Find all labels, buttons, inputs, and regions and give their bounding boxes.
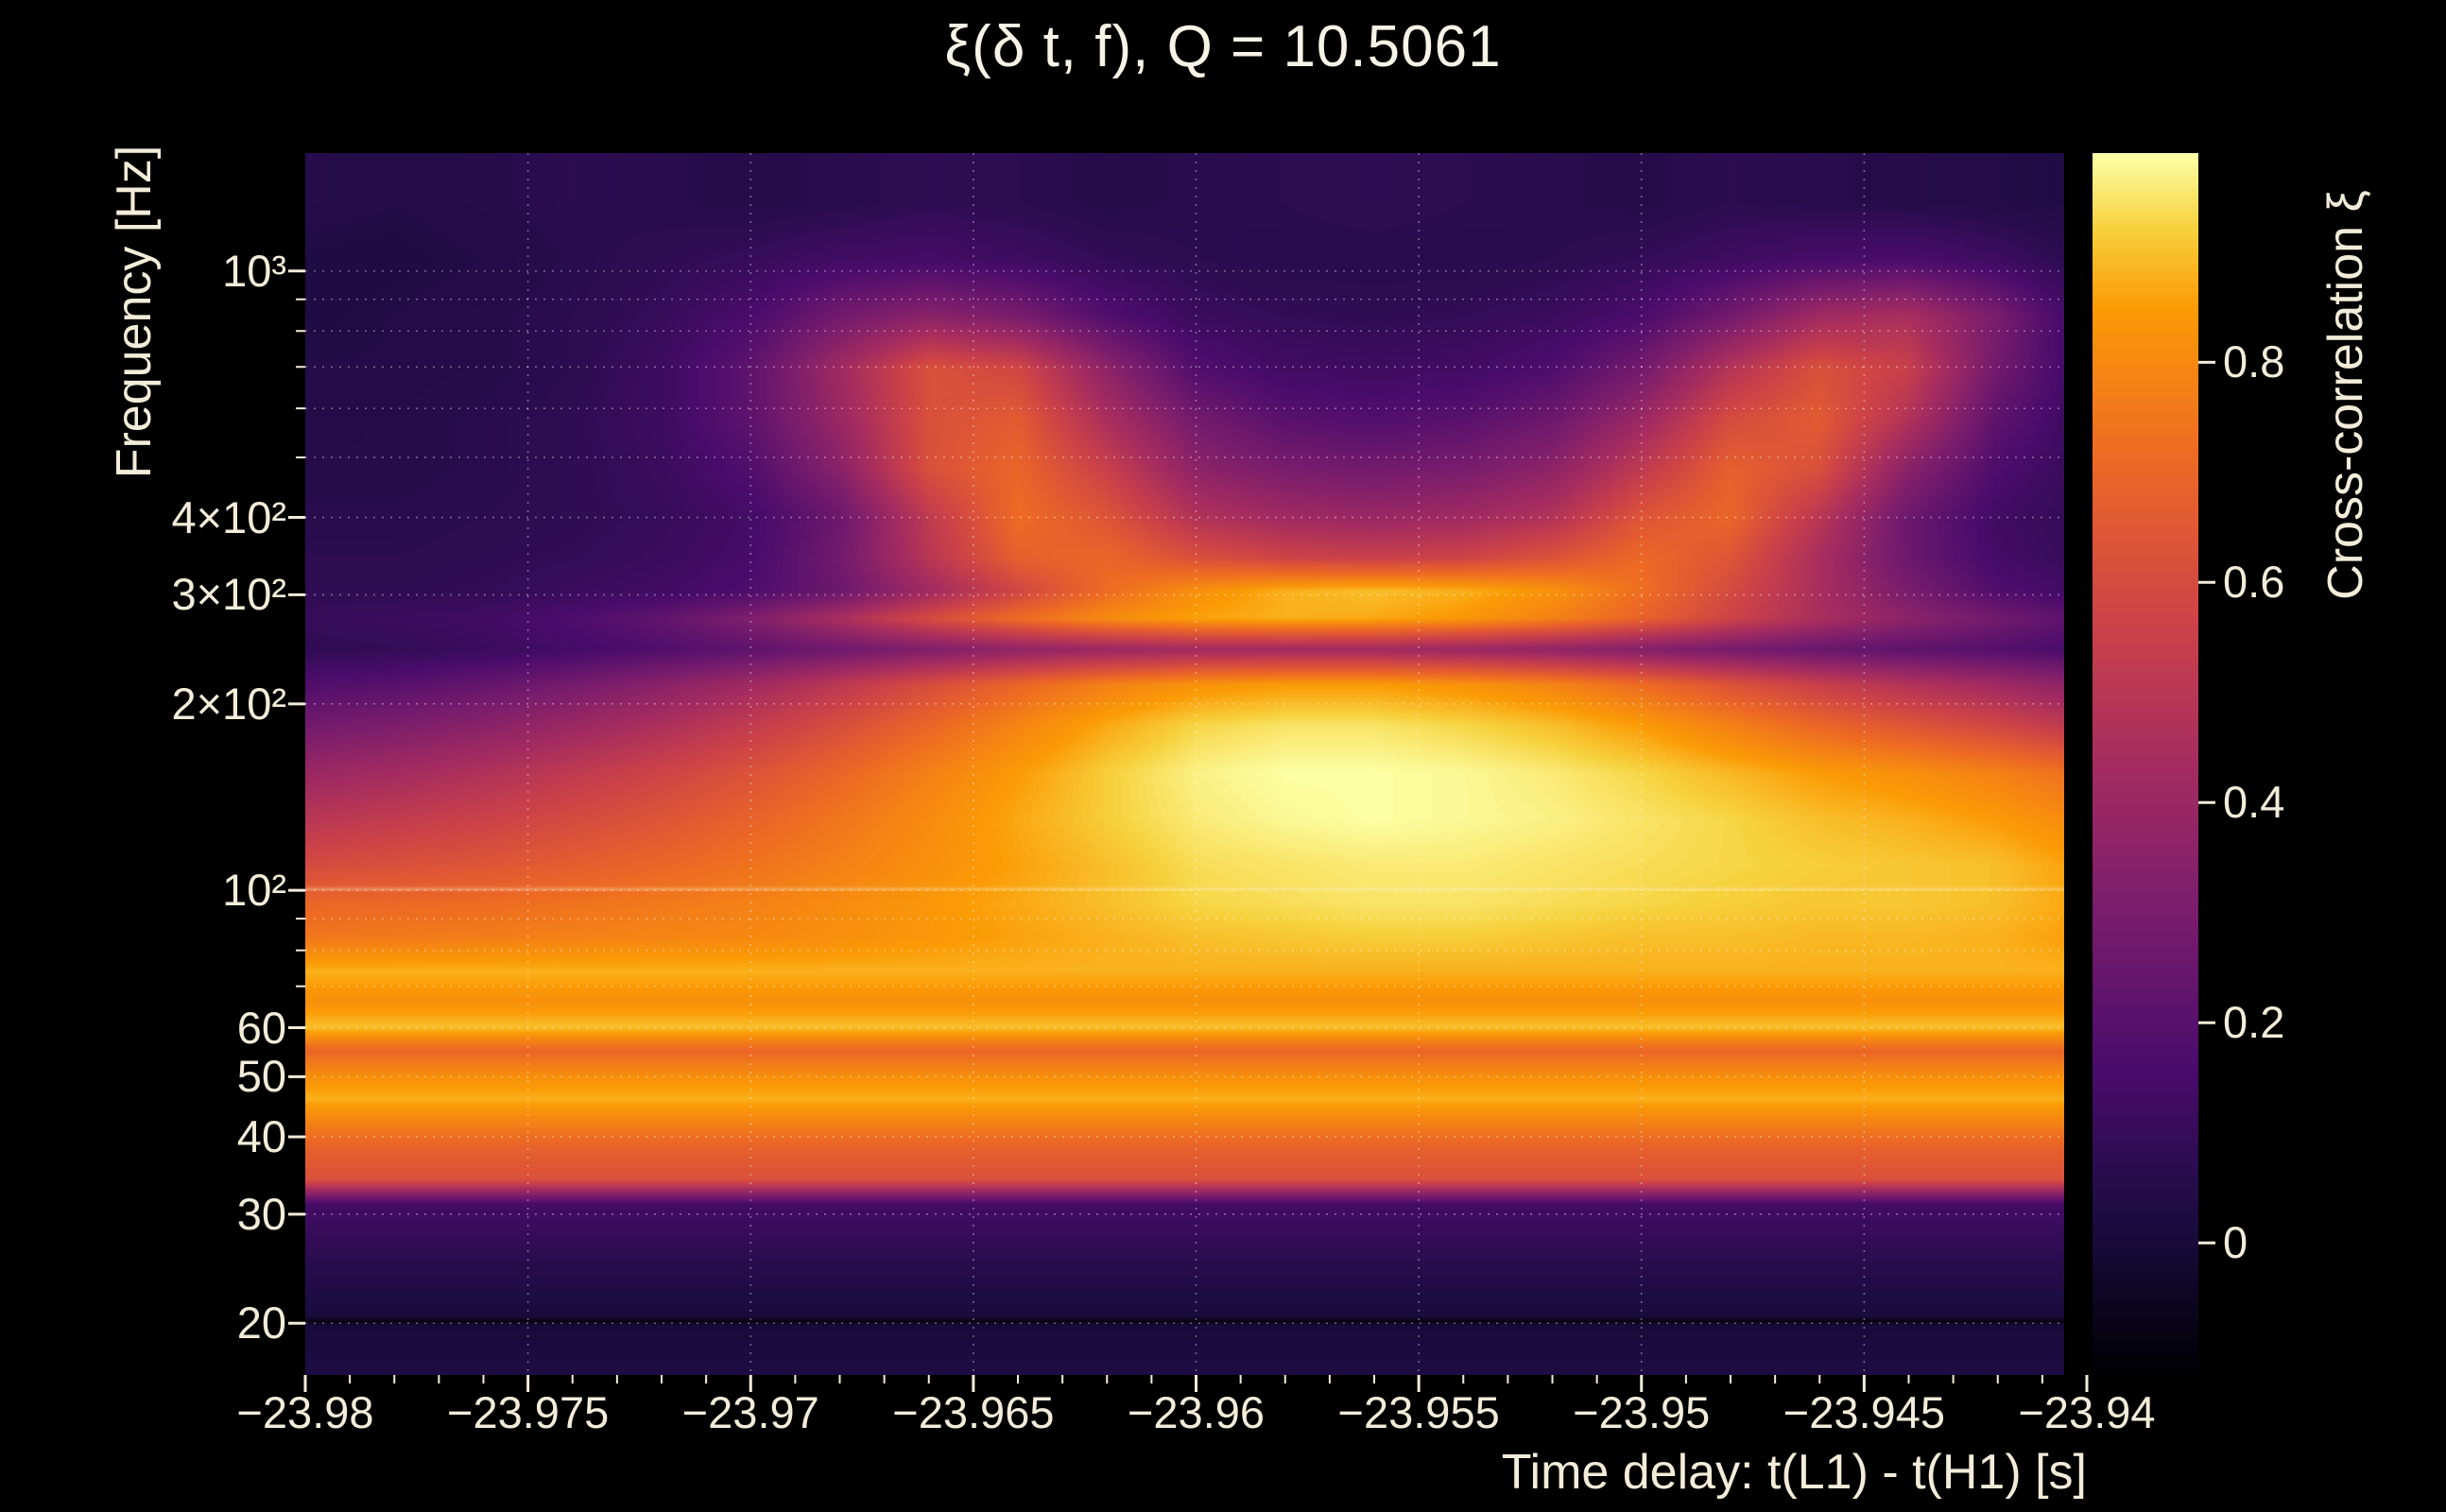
colorbar-tick-label: 0.6 [2223,557,2285,608]
plot-title: ξ(δ t, f), Q = 10.5061 [944,14,1502,79]
y-tick-label: 3×10² [171,569,286,620]
x-tick-label: −23.955 [1337,1387,1500,1437]
x-tick-label: −23.97 [681,1387,819,1437]
x-tick-label: −23.96 [1127,1387,1266,1437]
x-tick-label: −23.94 [2018,1387,2156,1437]
y-tick-label: 30 [236,1188,286,1239]
x-tick-label: −23.945 [1783,1387,1945,1437]
y-tick-label: 60 [236,1002,286,1053]
y-axis-label: Frequency [Hz] [107,145,162,479]
x-tick-label: −23.95 [1573,1387,1711,1437]
x-tick-label: −23.98 [236,1387,374,1437]
y-tick-label: 2×10² [171,678,286,729]
heatmap-canvas [305,153,2087,1375]
colorbar-tick-label: 0.2 [2223,997,2285,1048]
x-tick-label: −23.975 [447,1387,610,1437]
colorbar-tick-label: 0.4 [2223,777,2285,828]
y-tick-label: 4×10² [171,491,286,542]
colorbar-tick-label: 0.8 [2223,336,2285,387]
y-tick-label: 50 [236,1051,286,1102]
colorbar-label: Cross-correlation ξ [2318,190,2373,600]
y-tick-label: 40 [236,1110,286,1161]
y-tick-label: 10³ [222,245,286,296]
x-axis-label: Time delay: t(L1) - t(H1) [s] [1501,1445,2087,1500]
colorbar [2093,153,2198,1375]
y-tick-label: 10² [222,865,286,916]
colorbar-tick-label: 0 [2223,1217,2248,1268]
x-tick-label: −23.965 [892,1387,1055,1437]
y-tick-label: 20 [236,1297,286,1349]
